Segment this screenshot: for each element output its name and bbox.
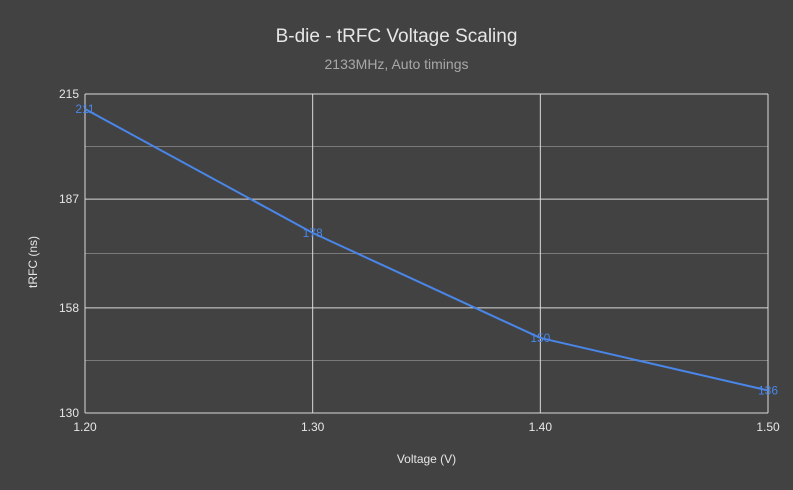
y-tick-label: 187 — [59, 192, 79, 206]
y-tick-label: 130 — [59, 406, 79, 420]
series-line — [84, 108, 769, 392]
data-label: 150 — [530, 331, 550, 345]
y-tick-label: 158 — [59, 301, 79, 315]
x-tick-label: 1.40 — [529, 420, 553, 434]
x-tick-label: 1.20 — [73, 420, 97, 434]
data-label: 211 — [75, 102, 94, 116]
data-label: 136 — [758, 383, 778, 397]
data-label: 178 — [303, 226, 323, 240]
y-tick-label: 215 — [59, 87, 79, 101]
chart-subtitle: 2133MHz, Auto timings — [324, 56, 469, 72]
chart-title: B-die - tRFC Voltage Scaling — [275, 26, 518, 47]
x-tick-label: 1.50 — [756, 420, 780, 434]
x-axis-label: Voltage (V) — [396, 452, 457, 466]
x-tick-label: 1.30 — [301, 420, 325, 434]
